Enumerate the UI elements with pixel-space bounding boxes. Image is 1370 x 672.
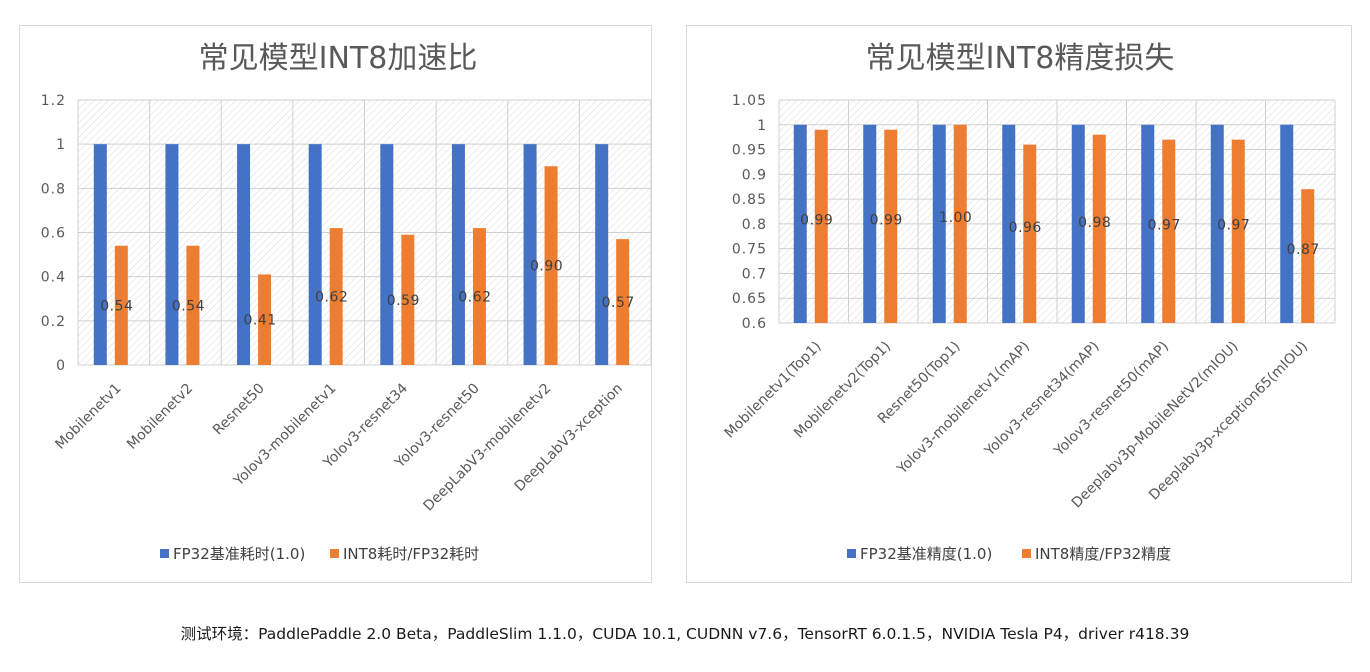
int8-data-label: 0.57 bbox=[602, 295, 635, 311]
fp32-bar bbox=[863, 124, 877, 324]
int8-data-label: 0.54 bbox=[100, 298, 133, 314]
legend-label: INT8耗时/FP32耗时 bbox=[343, 545, 479, 563]
int8-data-label: 1.00 bbox=[939, 210, 972, 226]
int8-data-label: 0.97 bbox=[1217, 217, 1250, 233]
fp32-bar bbox=[793, 124, 807, 324]
x-category-label: Resnet50 bbox=[210, 381, 268, 439]
int8-bar bbox=[114, 245, 128, 365]
int8-data-label: 0.54 bbox=[172, 298, 205, 314]
legend-label: INT8精度/FP32精度 bbox=[1035, 545, 1171, 563]
int8-bar bbox=[616, 239, 630, 365]
legend-swatch bbox=[1022, 549, 1031, 558]
int8-bar bbox=[1092, 134, 1106, 323]
fp32-bar bbox=[451, 144, 465, 365]
fp32-bar bbox=[1002, 124, 1016, 324]
int8-data-label: 0.96 bbox=[1009, 220, 1042, 236]
accuracy-chart: 常见模型INT8精度损失 0.6 0.65 0.7 0.75 0.8 0.85 0.9 0.95… bbox=[722, 41, 1336, 563]
fp32-bar bbox=[1071, 124, 1085, 324]
accuracy-chart-panel: 常见模型INT8精度损失 0.6 0.65 0.7 0.75 0.8 0.85 0.9 0.95… bbox=[686, 25, 1352, 583]
y-tick-label: 0.75 bbox=[732, 242, 767, 258]
x-category-label: DeepLabV3-mobilenetv2 bbox=[420, 381, 554, 515]
chart-title: 常见模型INT8加速比 bbox=[199, 41, 478, 76]
test-environment-note: 测试环境：PaddlePaddle 2.0 Beta，PaddleSlim 1.… bbox=[180, 625, 1190, 643]
y-tick-label: 0.8 bbox=[41, 181, 66, 197]
x-category-label: Yolov3-resnet50(mAP) bbox=[1051, 339, 1172, 460]
y-tick-label: 0.7 bbox=[742, 266, 767, 282]
fp32-bar bbox=[932, 124, 946, 324]
fp32-bar bbox=[1280, 124, 1294, 324]
y-tick-label: 1 bbox=[56, 137, 66, 153]
x-category-label: Yolov3-mobilenetv1(mAP) bbox=[894, 339, 1033, 478]
int8-data-label: 0.98 bbox=[1078, 215, 1111, 231]
y-tick-label: 0 bbox=[56, 358, 66, 374]
fp32-bar bbox=[380, 144, 394, 365]
int8-bar bbox=[884, 129, 898, 323]
fp32-bar bbox=[1210, 124, 1224, 324]
y-tick-label: 0.8 bbox=[742, 217, 767, 233]
int8-bar bbox=[186, 245, 200, 365]
y-tick-label: 1.05 bbox=[732, 93, 767, 109]
y-tick-label: 0.65 bbox=[732, 291, 767, 307]
int8-bar bbox=[329, 228, 343, 365]
int8-data-label: 0.99 bbox=[870, 212, 903, 228]
fp32-bar bbox=[165, 144, 179, 365]
int8-bar bbox=[814, 129, 828, 323]
fp32-bar bbox=[237, 144, 251, 365]
int8-bar bbox=[1301, 189, 1315, 323]
y-tick-label: 0.6 bbox=[41, 226, 66, 242]
int8-data-label: 0.59 bbox=[387, 293, 420, 309]
y-tick-label: 1.2 bbox=[41, 93, 66, 109]
y-tick-label: 0.9 bbox=[742, 167, 767, 183]
int8-bar bbox=[1231, 139, 1245, 323]
y-tick-label: 0.2 bbox=[41, 314, 66, 330]
x-category-label: Mobilenetv2 bbox=[124, 381, 196, 453]
legend-swatch bbox=[847, 549, 856, 558]
int8-data-label: 0.97 bbox=[1148, 217, 1181, 233]
int8-data-label: 0.87 bbox=[1287, 242, 1320, 258]
int8-data-label: 0.62 bbox=[315, 290, 348, 306]
int8-data-label: 0.41 bbox=[243, 313, 276, 329]
int8-bar bbox=[544, 166, 558, 365]
int8-bar bbox=[401, 234, 415, 365]
legend-swatch bbox=[160, 549, 169, 558]
fp32-bar bbox=[308, 144, 322, 365]
speedup-chart: 常见模型INT8加速比 0 0.2 0.4 0.6 0.8 1 1.2 0.54 Mobilene… bbox=[41, 41, 652, 563]
fp32-bar bbox=[595, 144, 609, 365]
chart-title: 常见模型INT8精度损失 bbox=[866, 41, 1175, 76]
fp32-bar bbox=[1141, 124, 1155, 324]
x-category-label: Mobilenetv1 bbox=[52, 381, 124, 453]
y-tick-label: 0.6 bbox=[742, 316, 767, 332]
y-tick-label: 0.85 bbox=[732, 192, 767, 208]
y-tick-label: 1 bbox=[757, 118, 767, 134]
int8-data-label: 0.90 bbox=[530, 259, 563, 275]
x-category-label: Yolov3-resnet34(mAP) bbox=[981, 339, 1102, 460]
int8-bar bbox=[472, 228, 486, 365]
int8-bar bbox=[953, 124, 967, 324]
int8-bar bbox=[1162, 139, 1176, 323]
legend-label: FP32基准耗时(1.0) bbox=[173, 545, 305, 563]
y-tick-label: 0.95 bbox=[732, 143, 767, 159]
int8-data-label: 0.99 bbox=[800, 212, 833, 228]
int8-bar bbox=[1023, 144, 1037, 323]
y-tick-label: 0.4 bbox=[41, 270, 66, 286]
legend-label: FP32基准精度(1.0) bbox=[860, 545, 992, 563]
fp32-bar bbox=[523, 144, 537, 365]
legend-swatch bbox=[330, 549, 339, 558]
speedup-chart-panel: 常见模型INT8加速比 0 0.2 0.4 0.6 0.8 1 1.2 0.54 Mobilene… bbox=[19, 25, 652, 583]
int8-bar bbox=[258, 274, 272, 365]
x-category-label: Deeplabv3p-xception65(mIOU) bbox=[1146, 339, 1311, 504]
int8-data-label: 0.62 bbox=[458, 290, 491, 306]
fp32-bar bbox=[93, 144, 107, 365]
